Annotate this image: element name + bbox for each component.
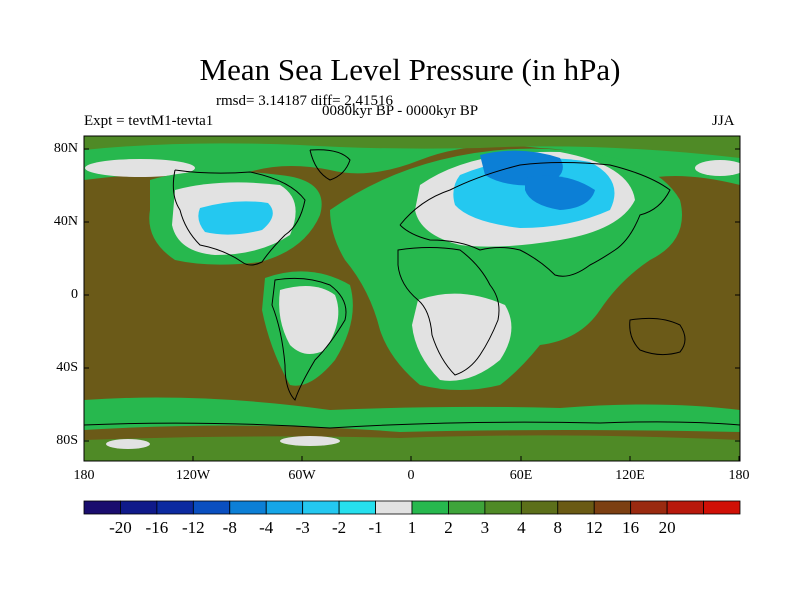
colorbar-label: -16 xyxy=(145,518,169,537)
longitude-tick-label: 60W xyxy=(288,468,316,483)
colorbar-swatch xyxy=(703,500,741,515)
colorbar-label: 12 xyxy=(585,518,603,537)
eurasia-mid-blue xyxy=(525,175,595,210)
south-america-gray xyxy=(279,286,339,354)
longitude-tick-label: 120E xyxy=(615,468,645,483)
antarctic-gray-patch xyxy=(106,439,150,449)
north-america-blue xyxy=(198,201,273,235)
antarctic-green xyxy=(84,435,740,461)
colorbar-swatch xyxy=(411,500,449,515)
colorbar-swatch xyxy=(484,500,522,515)
coastline-greenland xyxy=(309,149,351,181)
colorbar-label: 16 xyxy=(622,518,640,537)
coastline-africa xyxy=(397,247,500,376)
colorbar-label: -2 xyxy=(332,518,347,537)
arctic-gray-patch xyxy=(85,159,195,177)
coastline-north-america xyxy=(172,169,306,266)
coastline-south-america xyxy=(271,277,347,401)
longitude-tick-label: 0 xyxy=(407,468,415,483)
colorbar-swatch xyxy=(156,500,194,515)
colorbar-swatch xyxy=(229,500,267,515)
colorbar-swatch xyxy=(302,500,340,515)
colorbar-label: 20 xyxy=(658,518,676,537)
longitude-tick-label: 60E xyxy=(509,468,533,483)
arctic-gray-patch xyxy=(695,160,740,176)
rmsd-diff-stats: rmsd= 3.14187 diff= 2.41516 xyxy=(216,93,394,109)
arctic-green-band xyxy=(84,136,740,185)
colorbar-swatch xyxy=(520,500,559,515)
coastline-antarctica xyxy=(84,421,740,429)
colorbar-label: 8 xyxy=(553,518,563,537)
longitude-tick-label: 180 xyxy=(728,468,750,483)
arctic-dark-green xyxy=(84,136,740,158)
colorbar-swatch xyxy=(375,500,413,515)
africa-gray xyxy=(412,293,512,381)
longitude-tick-label: 120W xyxy=(175,468,211,483)
colorbar-label: -4 xyxy=(259,518,274,537)
colorbar-label: -1 xyxy=(368,518,383,537)
latitude-tick-label: 80N xyxy=(53,141,78,156)
colorbar-label: 4 xyxy=(517,518,526,537)
colorbar-label: -8 xyxy=(222,518,237,537)
coastline-australia xyxy=(629,317,686,356)
season-label: JJA xyxy=(712,113,735,129)
map-frame xyxy=(83,135,741,462)
colorbar-label: -12 xyxy=(181,518,205,537)
antarctic-gray-patch xyxy=(280,436,340,446)
coastline-eurasia xyxy=(399,162,671,277)
colorbar-swatch xyxy=(557,500,595,515)
map-title: Mean Sea Level Pressure (in hPa) xyxy=(199,52,621,87)
colorbar-swatch xyxy=(265,500,304,515)
period-label: 0080kyr BP - 0000kyr BP xyxy=(322,103,479,119)
colorbar-label: 2 xyxy=(444,518,453,537)
map-plot-area xyxy=(84,136,740,461)
colorbar-swatch xyxy=(120,500,158,515)
colorbar-label: 1 xyxy=(407,518,417,537)
coastlines xyxy=(84,149,740,429)
colorbar-swatch xyxy=(630,500,668,515)
colorbar-swatch xyxy=(448,500,486,515)
longitude-tick-label: 180 xyxy=(73,468,95,483)
colorbar-label: -3 xyxy=(295,518,310,537)
axis-ticks xyxy=(83,148,740,461)
colorbar-label: -20 xyxy=(109,518,132,537)
colorbar xyxy=(83,500,741,515)
latitude-tick-label: 80S xyxy=(56,433,78,448)
experiment-label: Expt = tevtM1-tevta1 xyxy=(84,113,214,129)
latitude-tick-label: 40S xyxy=(56,360,78,375)
colorbar-label: 3 xyxy=(480,518,490,537)
colorbar-swatch xyxy=(83,500,121,515)
latitude-tick-label: 0 xyxy=(71,287,78,302)
latitude-tick-label: 40N xyxy=(53,214,78,229)
colorbar-swatch xyxy=(338,500,376,515)
colorbar-swatch xyxy=(593,500,632,515)
colorbar-swatch xyxy=(192,500,231,515)
colorbar-swatch xyxy=(666,500,704,515)
